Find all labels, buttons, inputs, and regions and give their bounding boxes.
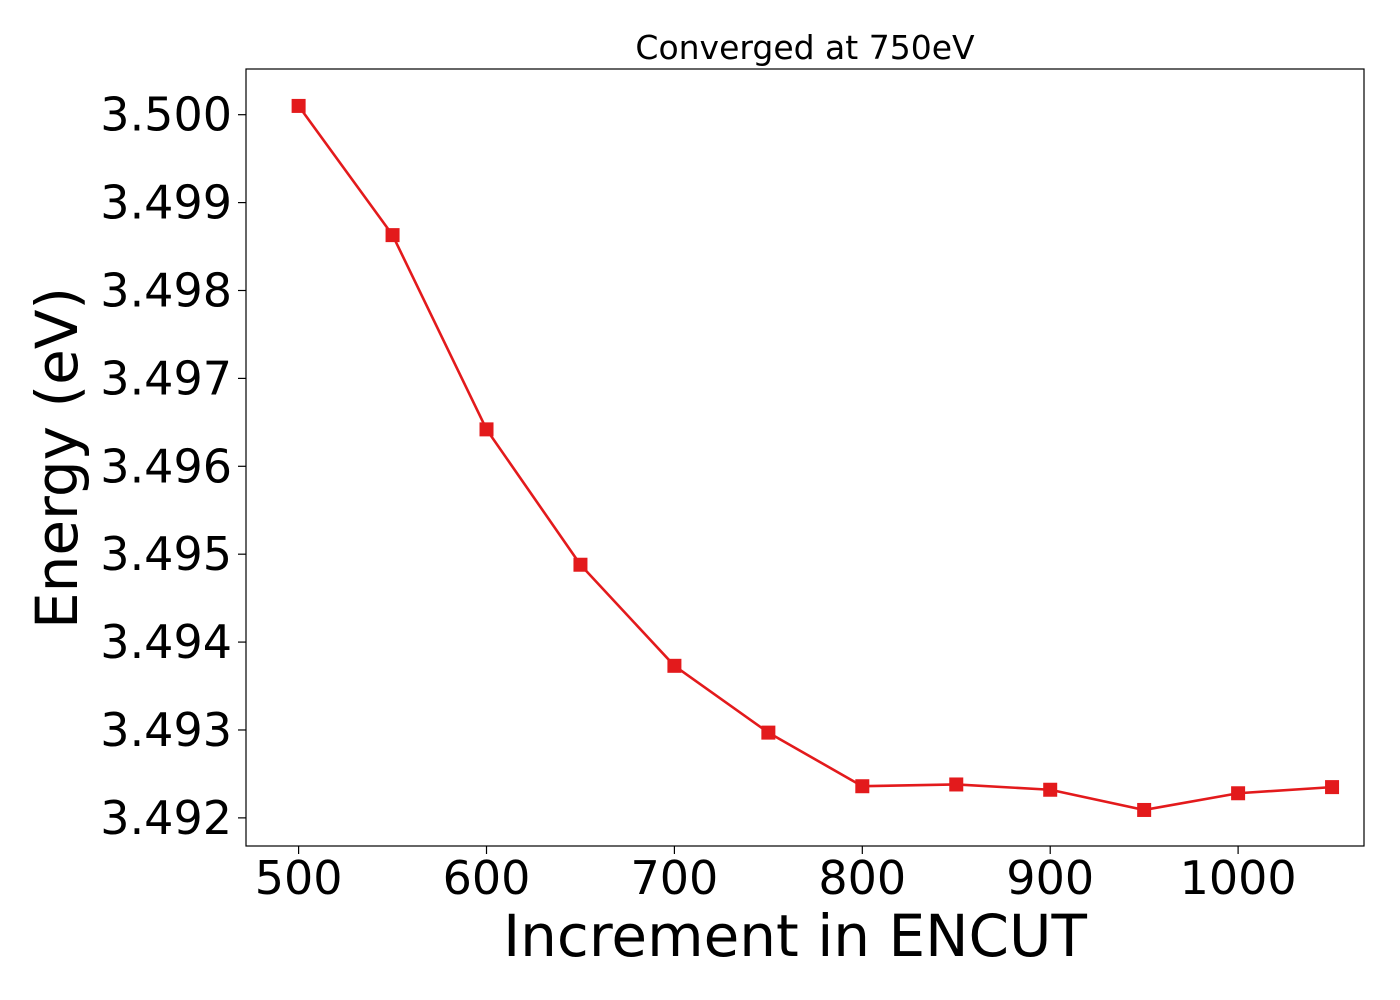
- series-line: [297, 105, 1333, 812]
- y-tick-label: 3.492: [100, 791, 232, 845]
- data-point-marker: [761, 725, 776, 740]
- y-axis-label: Energy (eV): [23, 287, 91, 629]
- x-tick-label: 1000: [1180, 851, 1297, 905]
- x-tick-label: 900: [1006, 851, 1094, 905]
- x-tick-label: 800: [818, 851, 906, 905]
- y-tick-label: 3.497: [100, 351, 232, 405]
- y-axis-ticks: 3.492 3.493 3.494 3.495 3.496 3.497 3.498 3.499…: [100, 88, 246, 845]
- data-point-marker: [667, 658, 682, 673]
- y-tick-label: 3.493: [100, 703, 232, 757]
- x-tick-label: 600: [443, 851, 531, 905]
- y-tick-label: 3.499: [100, 176, 232, 230]
- data-point-marker: [1043, 782, 1058, 797]
- data-point-marker: [1325, 780, 1340, 795]
- x-tick-label: 500: [255, 851, 343, 905]
- x-axis-ticks: 500 600 700 800 900 1000: [255, 846, 1297, 905]
- y-tick-label: 3.496: [100, 439, 232, 493]
- data-point-marker: [1137, 802, 1152, 817]
- data-point-marker: [291, 98, 306, 113]
- series-layer: [291, 98, 1340, 817]
- data-point-marker: [855, 779, 870, 794]
- x-axis-label: Increment in ENCUT: [503, 902, 1087, 970]
- data-point-marker: [573, 557, 588, 572]
- data-point-marker: [479, 422, 494, 437]
- x-tick-label: 700: [631, 851, 719, 905]
- y-tick-label: 3.500: [100, 88, 232, 142]
- data-point-marker: [385, 228, 400, 243]
- y-tick-label: 3.498: [100, 263, 232, 317]
- data-point-marker: [949, 777, 964, 792]
- y-tick-label: 3.494: [100, 615, 232, 669]
- plot-area-frame: [245, 68, 1365, 847]
- chart-title: Converged at 750eV: [635, 28, 975, 67]
- y-tick-label: 3.495: [100, 527, 232, 581]
- data-point-marker: [1231, 786, 1246, 801]
